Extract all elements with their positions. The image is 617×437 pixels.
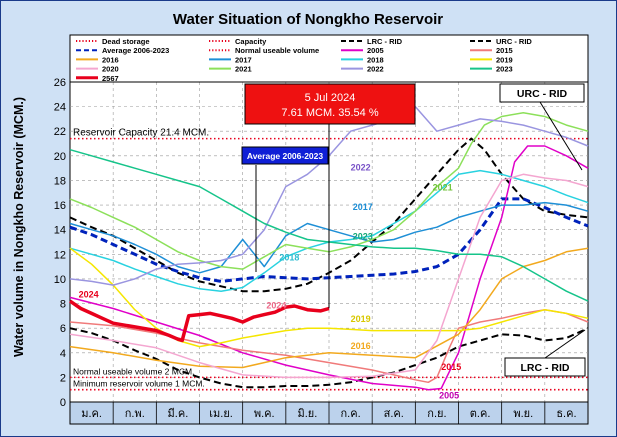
average-label: Average 2006-2023 bbox=[247, 151, 324, 161]
y-tick-label: 24 bbox=[54, 102, 66, 114]
month-label: ก.พ. bbox=[125, 408, 145, 420]
series-label: 2019 bbox=[351, 314, 371, 324]
month-label: ส.ค. bbox=[384, 408, 404, 420]
urc-label: URC - RID bbox=[517, 88, 568, 100]
lrc-pointer bbox=[544, 329, 586, 359]
legend-label: 2018 bbox=[367, 55, 384, 64]
legend-label: 2021 bbox=[235, 65, 252, 74]
series-label: 2018 bbox=[279, 252, 299, 262]
y-tick-label: 26 bbox=[54, 77, 66, 89]
reference-lines: Minimum reservoir volume 1 MCM. Reservoir… bbox=[70, 128, 588, 391]
month-label: เม.ย. bbox=[209, 408, 233, 420]
y-tick-label: 0 bbox=[60, 397, 66, 409]
series-label: 2016 bbox=[351, 341, 371, 351]
y-tick-label: 20 bbox=[54, 151, 66, 163]
lrc-label: LRC - RID bbox=[521, 362, 570, 374]
month-label: ต.ค. bbox=[470, 408, 491, 420]
series-label: 2024 bbox=[79, 289, 99, 299]
legend-label: 2019 bbox=[496, 55, 513, 64]
y-tick-label: 18 bbox=[54, 175, 66, 187]
series-line-2020 bbox=[69, 173, 589, 379]
average-label-box bbox=[241, 146, 329, 165]
current-date: 5 Jul 2024 bbox=[305, 92, 356, 104]
series-labels: 2024 2024 2022 2021 2017 2023 2018 2019 2016 2015… bbox=[79, 163, 462, 401]
series-label: 2005 bbox=[439, 390, 459, 400]
y-tick-label: 22 bbox=[54, 126, 66, 138]
urc-label-box bbox=[499, 83, 585, 103]
y-axis-title: Water volume in Nongkho Reservoir (MCM.) bbox=[12, 97, 26, 357]
legend-label: 2022 bbox=[367, 65, 384, 74]
month-label: มิ.ย. bbox=[298, 408, 318, 420]
series-line-2005 bbox=[69, 145, 589, 391]
callouts: 5 Jul 2024 7.61 MCM. 35.54 % Average 2006-… bbox=[241, 83, 586, 377]
series-label: 2023 bbox=[353, 232, 373, 242]
legend-label: Dead storage bbox=[102, 37, 150, 46]
y-tick-label: 12 bbox=[54, 249, 66, 261]
legend-label: 2567 bbox=[102, 74, 119, 83]
urc-pointer bbox=[539, 101, 583, 171]
month-label: ก.ย. bbox=[427, 408, 446, 420]
series-label: 2017 bbox=[353, 202, 373, 212]
month-label: มี.ค. bbox=[168, 407, 189, 420]
reference-line-label: Minimum reservoir volume 1 MCM. bbox=[73, 379, 205, 389]
month-label: พ.ย. bbox=[513, 408, 533, 420]
month-label: ม.ค. bbox=[81, 408, 102, 420]
month-label: ก.ค. bbox=[341, 408, 361, 420]
legend-label: URC - RID bbox=[496, 37, 532, 46]
series-label: 2022 bbox=[351, 163, 371, 173]
y-tick-label: 14 bbox=[54, 225, 66, 237]
y-tick-label: 2 bbox=[60, 372, 66, 384]
legend-label: 2005 bbox=[367, 46, 384, 55]
legend-label: 2023 bbox=[496, 65, 513, 74]
series-line-2019 bbox=[69, 247, 589, 348]
series-line-lrc-rid bbox=[69, 327, 589, 389]
series-label: 2021 bbox=[433, 182, 453, 192]
y-tick-label: 4 bbox=[60, 348, 66, 360]
y-tick-label: 8 bbox=[60, 299, 66, 311]
reference-line-label: Normal useable volume 2 MCM. bbox=[73, 366, 194, 376]
legend-label: 2020 bbox=[102, 65, 119, 74]
legend-label: Average 2006-2023 bbox=[102, 46, 169, 55]
month-axis: ม.ค. ก.พ. มี.ค. เม.ย. พ.ค. มิ.ย. ก.ค. ส.ค. ก.ย. ต… bbox=[69, 401, 589, 425]
series-line-2024 bbox=[69, 299, 330, 343]
legend-label: 2015 bbox=[496, 46, 513, 55]
legend: Dead storage Capacity LRC - RID URC - RID Av… bbox=[76, 37, 532, 83]
y-tick-label: 10 bbox=[54, 274, 66, 286]
legend-label: Capacity bbox=[235, 37, 267, 46]
series-line-2021 bbox=[69, 112, 589, 270]
y-tick-label: 6 bbox=[60, 323, 66, 335]
legend-label: LRC - RID bbox=[367, 37, 403, 46]
series-line-urc-rid bbox=[69, 137, 589, 293]
series-line-2015 bbox=[69, 308, 589, 384]
current-value: 7.61 MCM. 35.54 % bbox=[281, 107, 378, 119]
legend-label: 2016 bbox=[102, 55, 119, 64]
legend-label: 2017 bbox=[235, 55, 252, 64]
series-line-2016 bbox=[69, 247, 589, 369]
series-label: 2015 bbox=[441, 362, 461, 372]
chart-title: Water Situation of Nongkho Reservoir bbox=[173, 11, 443, 28]
month-label: พ.ค. bbox=[254, 408, 275, 420]
y-tick-label: 16 bbox=[54, 200, 66, 212]
month-label: ธ.ค. bbox=[556, 408, 576, 420]
series-label: 2024 bbox=[266, 300, 286, 310]
current-value-box bbox=[244, 83, 416, 125]
legend-label: Normal useable volume bbox=[235, 46, 319, 55]
reference-line-label: Reservoir Capacity 21.4 MCM. bbox=[73, 128, 209, 139]
